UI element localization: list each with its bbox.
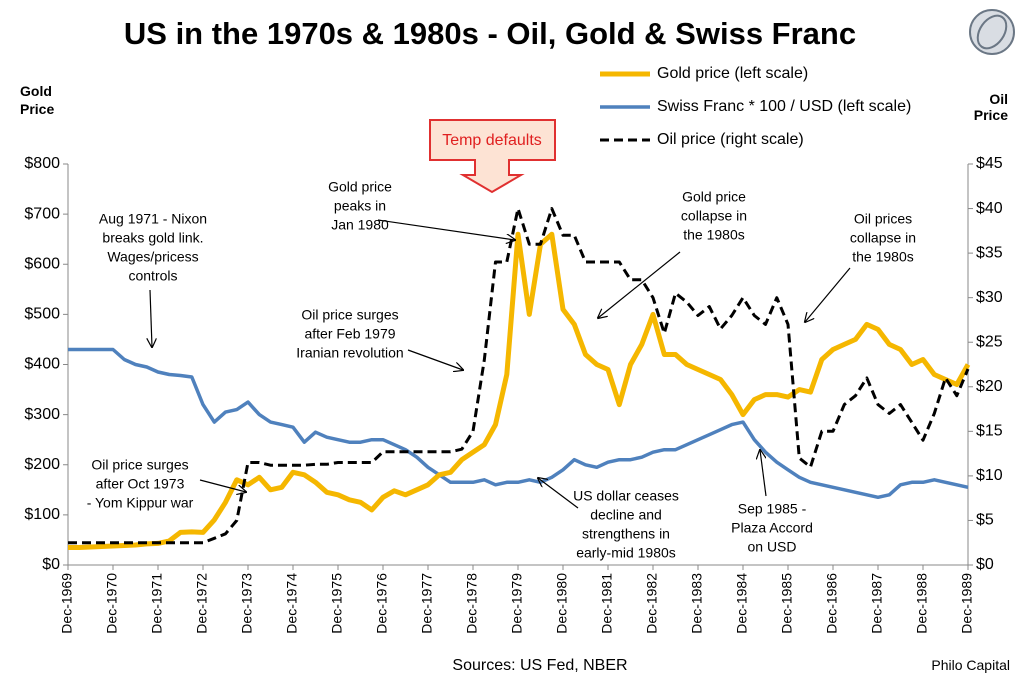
x-tick-label: Dec-1975 (329, 573, 345, 634)
annotation: Plaza Accord (731, 520, 813, 536)
annotation: after Oct 1973 (96, 476, 185, 492)
x-tick-label: Dec-1977 (419, 573, 435, 634)
series-line (68, 231, 971, 550)
y2-axis-label: Oil (989, 91, 1008, 107)
x-tick-label: Dec-1982 (644, 573, 660, 634)
x-tick-label: Dec-1986 (824, 573, 840, 634)
x-tick-label: Dec-1973 (239, 573, 255, 634)
annotation: peaks in (334, 198, 386, 214)
x-tick-label: Dec-1984 (734, 573, 750, 634)
annotation-arrow (407, 349, 463, 370)
y2-tick-label: $0 (976, 556, 994, 573)
annotation-arrow (150, 289, 152, 347)
y-tick-label: $300 (24, 406, 60, 423)
y-tick-label: $800 (24, 155, 60, 172)
x-tick-label: Dec-1989 (959, 573, 975, 634)
annotation-arrow (199, 479, 246, 492)
credit: Philo Capital (931, 657, 1010, 673)
y2-tick-label: $45 (976, 155, 1003, 172)
annotation: Gold price (328, 179, 392, 195)
annotation: breaks gold link. (102, 230, 203, 246)
source: Sources: US Fed, NBER (452, 657, 627, 674)
annotation-arrow (377, 219, 515, 240)
x-tick-label: Dec-1980 (554, 573, 570, 634)
y-tick-label: $200 (24, 456, 60, 473)
logo (969, 9, 1015, 55)
y-tick-label: $700 (24, 205, 60, 222)
x-tick-label: Dec-1974 (284, 573, 300, 634)
y-axis-label: Price (20, 101, 54, 117)
annotation: decline and (590, 507, 662, 523)
x-tick-label: Dec-1988 (914, 573, 930, 634)
annotation: early-mid 1980s (576, 545, 676, 561)
annotation: the 1980s (683, 227, 745, 243)
y2-tick-label: $35 (976, 244, 1003, 261)
annotation: Iranian revolution (296, 345, 403, 361)
x-tick-label: Dec-1972 (194, 573, 210, 634)
y2-tick-label: $15 (976, 423, 1003, 440)
x-tick-label: Dec-1978 (464, 573, 480, 634)
annotation-arrow (538, 478, 579, 509)
annotation: Sep 1985 - (738, 501, 807, 517)
y-tick-label: $600 (24, 255, 60, 272)
annotation: Wages/pricess (107, 249, 198, 265)
annotation: collapse in (681, 208, 747, 224)
annotation: the 1980s (852, 249, 914, 265)
y-tick-label: $500 (24, 306, 60, 323)
annotation: strengthens in (582, 526, 670, 542)
annotation: collapse in (850, 230, 916, 246)
y2-tick-label: $10 (976, 467, 1003, 484)
annotation: after Feb 1979 (304, 326, 395, 342)
y2-tick-label: $25 (976, 333, 1003, 350)
annotation-arrow (760, 450, 767, 497)
legend-label: Gold price (left scale) (657, 65, 808, 82)
annotation: Jan 1980 (331, 217, 389, 233)
annotation: on USD (747, 539, 796, 555)
y-axis-label: Gold (20, 83, 52, 99)
x-tick-label: Dec-1985 (779, 573, 795, 634)
callout-text: Temp defaults (442, 132, 542, 149)
annotation: Oil price surges (301, 307, 398, 323)
annotation: US dollar ceases (573, 488, 679, 504)
x-tick-label: Dec-1981 (599, 573, 615, 634)
x-tick-label: Dec-1971 (149, 573, 165, 634)
x-tick-label: Dec-1976 (374, 573, 390, 634)
y2-tick-label: $20 (976, 378, 1003, 395)
annotation: Oil price surges (91, 457, 188, 473)
x-tick-label: Dec-1969 (59, 573, 75, 634)
annotation: Aug 1971 - Nixon (99, 211, 207, 227)
annotation: Oil prices (854, 211, 912, 227)
x-tick-label: Dec-1970 (104, 573, 120, 634)
x-tick-label: Dec-1979 (509, 573, 525, 634)
x-tick-label: Dec-1987 (869, 573, 885, 634)
annotation-arrow (805, 267, 851, 322)
y2-axis-label: Price (974, 107, 1008, 123)
y-tick-label: $0 (42, 556, 60, 573)
callout: Temp defaults (429, 119, 556, 194)
legend-label: Oil price (right scale) (657, 131, 804, 148)
y2-tick-label: $40 (976, 200, 1003, 217)
annotation: Gold price (682, 189, 746, 205)
y2-tick-label: $5 (976, 512, 994, 529)
legend-label: Swiss Franc * 100 / USD (left scale) (657, 98, 911, 115)
annotation: controls (128, 268, 177, 284)
chart-title: US in the 1970s & 1980s - Oil, Gold & Sw… (124, 16, 856, 51)
y-tick-label: $100 (24, 506, 60, 523)
annotation-arrow (598, 251, 681, 318)
y2-tick-label: $30 (976, 289, 1003, 306)
x-tick-label: Dec-1983 (689, 573, 705, 634)
y-tick-label: $400 (24, 356, 60, 373)
annotation: - Yom Kippur war (87, 495, 194, 511)
series-line (68, 347, 969, 500)
